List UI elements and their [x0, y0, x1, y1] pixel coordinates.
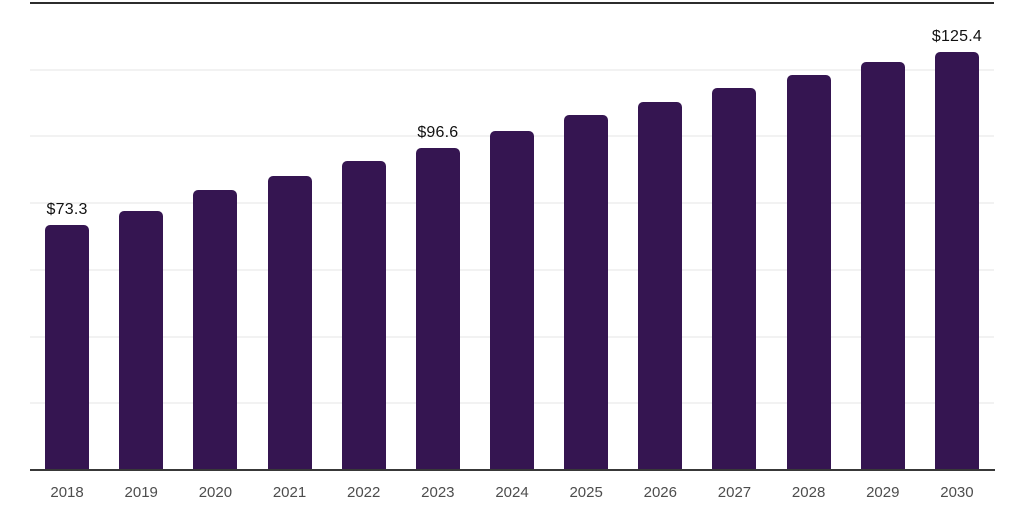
- x-axis-line: [30, 469, 995, 471]
- bar-2020: [193, 189, 238, 470]
- tick-label-2018: 2018: [50, 484, 84, 501]
- tick-label-2024: 2024: [495, 484, 529, 501]
- tick-label-2026: 2026: [643, 484, 677, 501]
- tick-label-2020: 2020: [198, 484, 233, 501]
- tick-label-2029: 2029: [866, 484, 900, 501]
- bar-2024: [490, 131, 534, 470]
- bar-2030: [934, 51, 979, 470]
- bar-2027: [712, 88, 757, 470]
- chart-top-border: [30, 2, 994, 4]
- bar-2028: [786, 74, 831, 470]
- gridline-120: [30, 68, 994, 71]
- tick-label-2027: 2027: [717, 484, 752, 501]
- bar-2021: [267, 176, 312, 470]
- tick-label-2021: 2021: [272, 484, 307, 501]
- bar-2023: [415, 147, 460, 470]
- tick-label-2019: 2019: [124, 484, 158, 501]
- tick-label-2023: 2023: [421, 484, 455, 501]
- bar-2018: [45, 225, 90, 470]
- bar-2022: [341, 161, 386, 470]
- tick-label-2025: 2025: [569, 484, 603, 501]
- value-label-2018: $73.3: [46, 201, 88, 219]
- tick-label-2028: 2028: [791, 484, 826, 501]
- tick-label-2030: 2030: [940, 484, 974, 501]
- bar-2026: [638, 101, 683, 470]
- value-label-2030: $125.4: [931, 27, 982, 45]
- bar-2029: [860, 61, 905, 470]
- bar-2019: [119, 211, 164, 470]
- tick-label-2022: 2022: [347, 484, 381, 501]
- value-label-2023: $96.6: [417, 123, 459, 141]
- bar-2025: [564, 114, 609, 470]
